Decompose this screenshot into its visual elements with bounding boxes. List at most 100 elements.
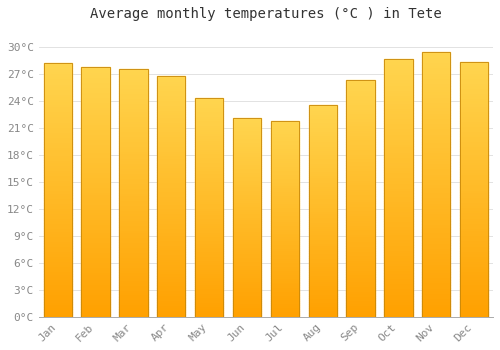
Bar — [195, 168, 224, 170]
Bar — [44, 117, 72, 119]
Bar — [44, 160, 72, 162]
Bar — [233, 164, 261, 166]
Bar — [82, 119, 110, 122]
Bar — [270, 309, 299, 311]
Bar — [308, 247, 337, 249]
Bar — [422, 203, 450, 205]
Bar — [44, 274, 72, 276]
Bar — [460, 106, 488, 108]
Bar — [195, 278, 224, 280]
Bar — [384, 193, 412, 196]
Bar — [233, 120, 261, 122]
Bar — [346, 260, 375, 262]
Bar — [346, 295, 375, 298]
Bar — [82, 307, 110, 309]
Bar — [346, 184, 375, 187]
Bar — [119, 126, 148, 128]
Bar — [157, 129, 186, 131]
Bar — [82, 159, 110, 162]
Bar — [460, 314, 488, 317]
Bar — [195, 199, 224, 201]
Bar — [195, 183, 224, 186]
Bar — [119, 280, 148, 282]
Bar — [422, 155, 450, 158]
Bar — [346, 201, 375, 203]
Bar — [233, 214, 261, 216]
Bar — [157, 102, 186, 105]
Bar — [233, 211, 261, 214]
Bar — [233, 255, 261, 257]
Bar — [44, 152, 72, 154]
Bar — [82, 67, 110, 69]
Bar — [44, 119, 72, 121]
Bar — [44, 200, 72, 203]
Bar — [119, 146, 148, 148]
Bar — [384, 299, 412, 301]
Bar — [422, 205, 450, 208]
Bar — [157, 119, 186, 121]
Bar — [460, 131, 488, 134]
Bar — [119, 106, 148, 108]
Bar — [119, 155, 148, 158]
Bar — [270, 262, 299, 264]
Bar — [460, 256, 488, 258]
Bar — [82, 122, 110, 124]
Bar — [44, 223, 72, 225]
Bar — [195, 236, 224, 238]
Bar — [308, 306, 337, 308]
Bar — [233, 144, 261, 146]
Bar — [119, 168, 148, 170]
Bar — [195, 238, 224, 240]
Bar — [460, 162, 488, 164]
Bar — [195, 240, 224, 243]
Bar — [44, 281, 72, 284]
Bar — [82, 304, 110, 307]
Bar — [346, 196, 375, 198]
Bar — [157, 268, 186, 271]
Bar — [308, 264, 337, 266]
Bar — [44, 294, 72, 296]
Bar — [384, 157, 412, 159]
Bar — [308, 110, 337, 112]
Bar — [119, 86, 148, 89]
Bar — [384, 242, 412, 245]
Bar — [119, 195, 148, 198]
Bar — [270, 193, 299, 195]
Bar — [422, 160, 450, 163]
Bar — [157, 160, 186, 162]
Bar — [157, 78, 186, 80]
Bar — [270, 274, 299, 276]
Bar — [384, 247, 412, 250]
Bar — [422, 256, 450, 258]
Bar — [346, 109, 375, 111]
Bar — [308, 302, 337, 304]
Bar — [384, 177, 412, 180]
Bar — [233, 247, 261, 249]
Bar — [422, 253, 450, 256]
Bar — [308, 224, 337, 226]
Bar — [157, 98, 186, 100]
Bar — [308, 120, 337, 122]
Bar — [44, 299, 72, 302]
Bar — [195, 144, 224, 146]
Bar — [422, 288, 450, 290]
Bar — [422, 200, 450, 203]
Bar — [44, 228, 72, 231]
Bar — [157, 237, 186, 240]
Bar — [346, 180, 375, 182]
Bar — [44, 195, 72, 198]
Bar — [195, 313, 224, 315]
Bar — [308, 146, 337, 148]
Bar — [195, 162, 224, 164]
Bar — [460, 146, 488, 149]
Bar — [44, 256, 72, 259]
Bar — [270, 133, 299, 134]
Bar — [346, 191, 375, 194]
Bar — [270, 156, 299, 158]
Bar — [82, 179, 110, 182]
Bar — [44, 177, 72, 180]
Bar — [422, 174, 450, 176]
Bar — [233, 293, 261, 295]
Bar — [119, 312, 148, 314]
Bar — [270, 213, 299, 215]
